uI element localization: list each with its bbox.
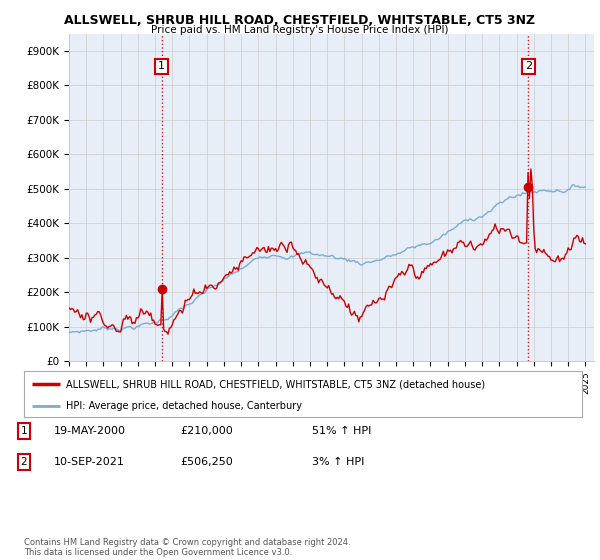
Text: 10-SEP-2021: 10-SEP-2021 [54,457,125,467]
Text: £506,250: £506,250 [180,457,233,467]
Text: £210,000: £210,000 [180,426,233,436]
Text: ALLSWELL, SHRUB HILL ROAD, CHESTFIELD, WHITSTABLE, CT5 3NZ (detached house): ALLSWELL, SHRUB HILL ROAD, CHESTFIELD, W… [66,379,485,389]
Text: 2: 2 [20,457,28,467]
Text: Price paid vs. HM Land Registry's House Price Index (HPI): Price paid vs. HM Land Registry's House … [151,25,449,35]
Text: HPI: Average price, detached house, Canterbury: HPI: Average price, detached house, Cant… [66,401,302,410]
Text: Contains HM Land Registry data © Crown copyright and database right 2024.
This d: Contains HM Land Registry data © Crown c… [24,538,350,557]
Text: 19-MAY-2000: 19-MAY-2000 [54,426,126,436]
Text: 1: 1 [158,62,165,71]
Text: 1: 1 [20,426,28,436]
Text: ALLSWELL, SHRUB HILL ROAD, CHESTFIELD, WHITSTABLE, CT5 3NZ: ALLSWELL, SHRUB HILL ROAD, CHESTFIELD, W… [64,14,536,27]
Text: 2: 2 [525,62,532,71]
Text: 3% ↑ HPI: 3% ↑ HPI [312,457,364,467]
Text: 51% ↑ HPI: 51% ↑ HPI [312,426,371,436]
